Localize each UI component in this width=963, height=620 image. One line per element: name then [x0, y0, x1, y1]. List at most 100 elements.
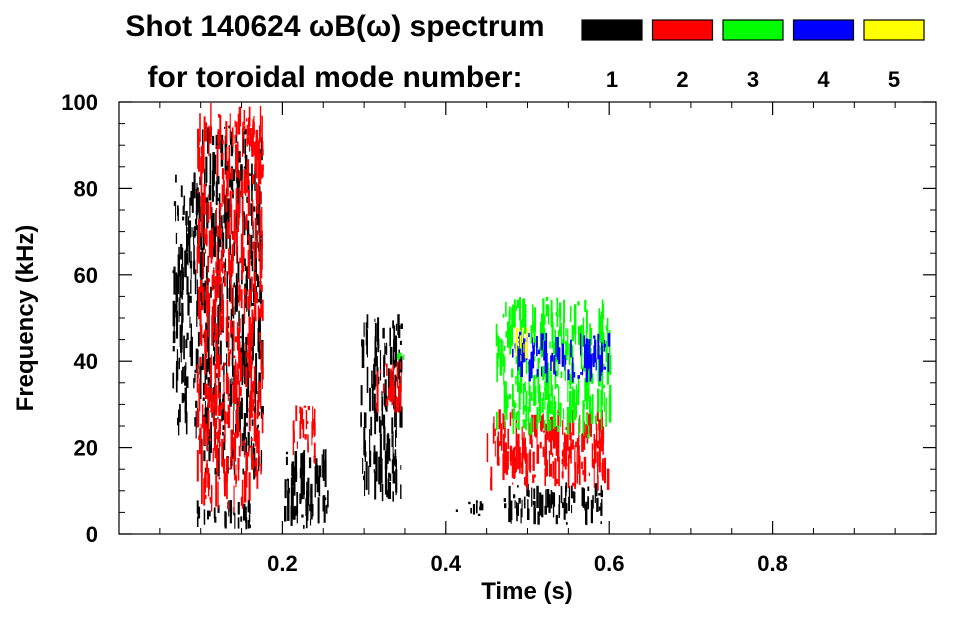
- spectrum-streak: [205, 123, 208, 141]
- spectrum-streak: [505, 302, 507, 317]
- spectrum-streak: [479, 501, 482, 511]
- spectrum-streak: [554, 357, 556, 361]
- spectrum-streak: [379, 420, 382, 436]
- spectrum-streak: [541, 494, 544, 518]
- spectrum-streak: [184, 365, 187, 386]
- spectrum-streak: [284, 505, 287, 522]
- y-tick-label: 60: [74, 263, 98, 288]
- spectrum-streak: [525, 446, 527, 456]
- spectrum-streak: [495, 332, 498, 337]
- spectrum-streak: [595, 447, 597, 462]
- spectrum-streak: [243, 109, 246, 125]
- spectrum-streak: [555, 514, 558, 525]
- spectrum-streak: [256, 186, 259, 215]
- spectrum-streak: [562, 316, 565, 345]
- spectrum-streak: [248, 173, 251, 176]
- spectrum-streak: [217, 434, 221, 442]
- spectrum-streak: [254, 471, 257, 476]
- spectrum-streak: [532, 451, 535, 471]
- spectrum-streak: [321, 454, 323, 478]
- spectrum-streak: [364, 440, 366, 462]
- spectrum-streak: [197, 190, 199, 194]
- spectrum-streak: [258, 430, 260, 459]
- spectrum-streak: [397, 367, 399, 389]
- spectrum-streak: [302, 419, 305, 438]
- spectrum-streak: [235, 285, 238, 312]
- spectrum-streak: [247, 179, 250, 186]
- spectrum-streak: [253, 304, 256, 316]
- spectrum-streak: [236, 205, 239, 233]
- spectrum-streak: [313, 442, 316, 464]
- spectrum-streak: [261, 284, 263, 292]
- spectrum-streak: [210, 387, 213, 413]
- spectrum-streak: [573, 304, 577, 335]
- spectrum-streak: [602, 331, 605, 353]
- spectrum-streak: [234, 135, 236, 144]
- spectrum-streak: [182, 312, 184, 321]
- spectrum-streak: [253, 245, 255, 254]
- spectrum-streak: [365, 322, 367, 346]
- spectrum-streak: [196, 516, 199, 527]
- spectrum-streak: [234, 432, 237, 462]
- spectrum-streak: [243, 413, 246, 430]
- spectrum-streak: [366, 366, 369, 393]
- spectrum-streak: [254, 292, 257, 322]
- spectrum-streak: [307, 477, 310, 497]
- spectrum-streak: [249, 130, 251, 134]
- spectrum-streak: [512, 447, 515, 479]
- spectrum-streak: [217, 448, 220, 477]
- spectrum-streak: [364, 471, 366, 497]
- spectrum-streak: [253, 206, 256, 212]
- spectrum-streak: [507, 321, 509, 334]
- spectrum-streak: [554, 370, 557, 377]
- spectrum-streak: [219, 203, 222, 210]
- spectrum-streak: [514, 402, 517, 408]
- spectrum-streak: [207, 257, 209, 273]
- spectrum-streak: [197, 332, 200, 347]
- spectrum-streak: [518, 497, 521, 504]
- spectrum-streak: [508, 393, 511, 400]
- spectrum-streak: [195, 348, 198, 373]
- spectrum-streak: [255, 381, 257, 393]
- spectrum-streak: [243, 439, 245, 458]
- spectrum-streak: [193, 244, 195, 266]
- spectrum-region-mode-1-3: [284, 449, 329, 529]
- spectrum-streak: [202, 353, 204, 370]
- spectrum-streak: [212, 242, 214, 246]
- spectrum-streak: [584, 362, 587, 366]
- spectrum-streak: [203, 199, 206, 213]
- spectrum-streak: [258, 232, 260, 259]
- spectrum-streak: [381, 458, 383, 484]
- spectrum-streak: [578, 381, 580, 390]
- spectrum-streak: [505, 381, 507, 403]
- spectrum-region-mode-1-2: [196, 499, 251, 530]
- spectrum-streak: [322, 449, 325, 481]
- spectrum-streak: [584, 421, 586, 438]
- spectrum-streak: [210, 102, 212, 127]
- spectrum-streak: [499, 441, 501, 447]
- spectrum-streak: [228, 144, 230, 171]
- spectrum-streak: [577, 375, 580, 379]
- spectrum-streak: [587, 425, 590, 439]
- spectrum-streak: [253, 121, 255, 135]
- spectrum-streak: [225, 147, 228, 166]
- spectrum-streak: [203, 116, 206, 142]
- spectrum-streak: [523, 496, 526, 509]
- spectrum-streak: [490, 466, 493, 491]
- spectrum-streak: [206, 302, 208, 325]
- spectrum-streak: [563, 408, 565, 420]
- spectrum-streak: [196, 500, 199, 514]
- spectrum-streak: [259, 258, 262, 290]
- spectrum-streak: [523, 432, 525, 459]
- spectrum-streak: [543, 340, 546, 356]
- spectrum-streak: [261, 168, 264, 177]
- spectrum-streak: [559, 406, 562, 427]
- spectrum-streak: [499, 337, 501, 355]
- spectrum-streak: [527, 508, 530, 520]
- spectrum-streak: [224, 163, 228, 175]
- spectrum-streak: [545, 332, 548, 361]
- legend: 1 2 3 4 5: [581, 19, 925, 92]
- spectrum-streak: [253, 241, 256, 271]
- spectrum-streak: [250, 346, 252, 357]
- spectrum-streak: [240, 180, 243, 198]
